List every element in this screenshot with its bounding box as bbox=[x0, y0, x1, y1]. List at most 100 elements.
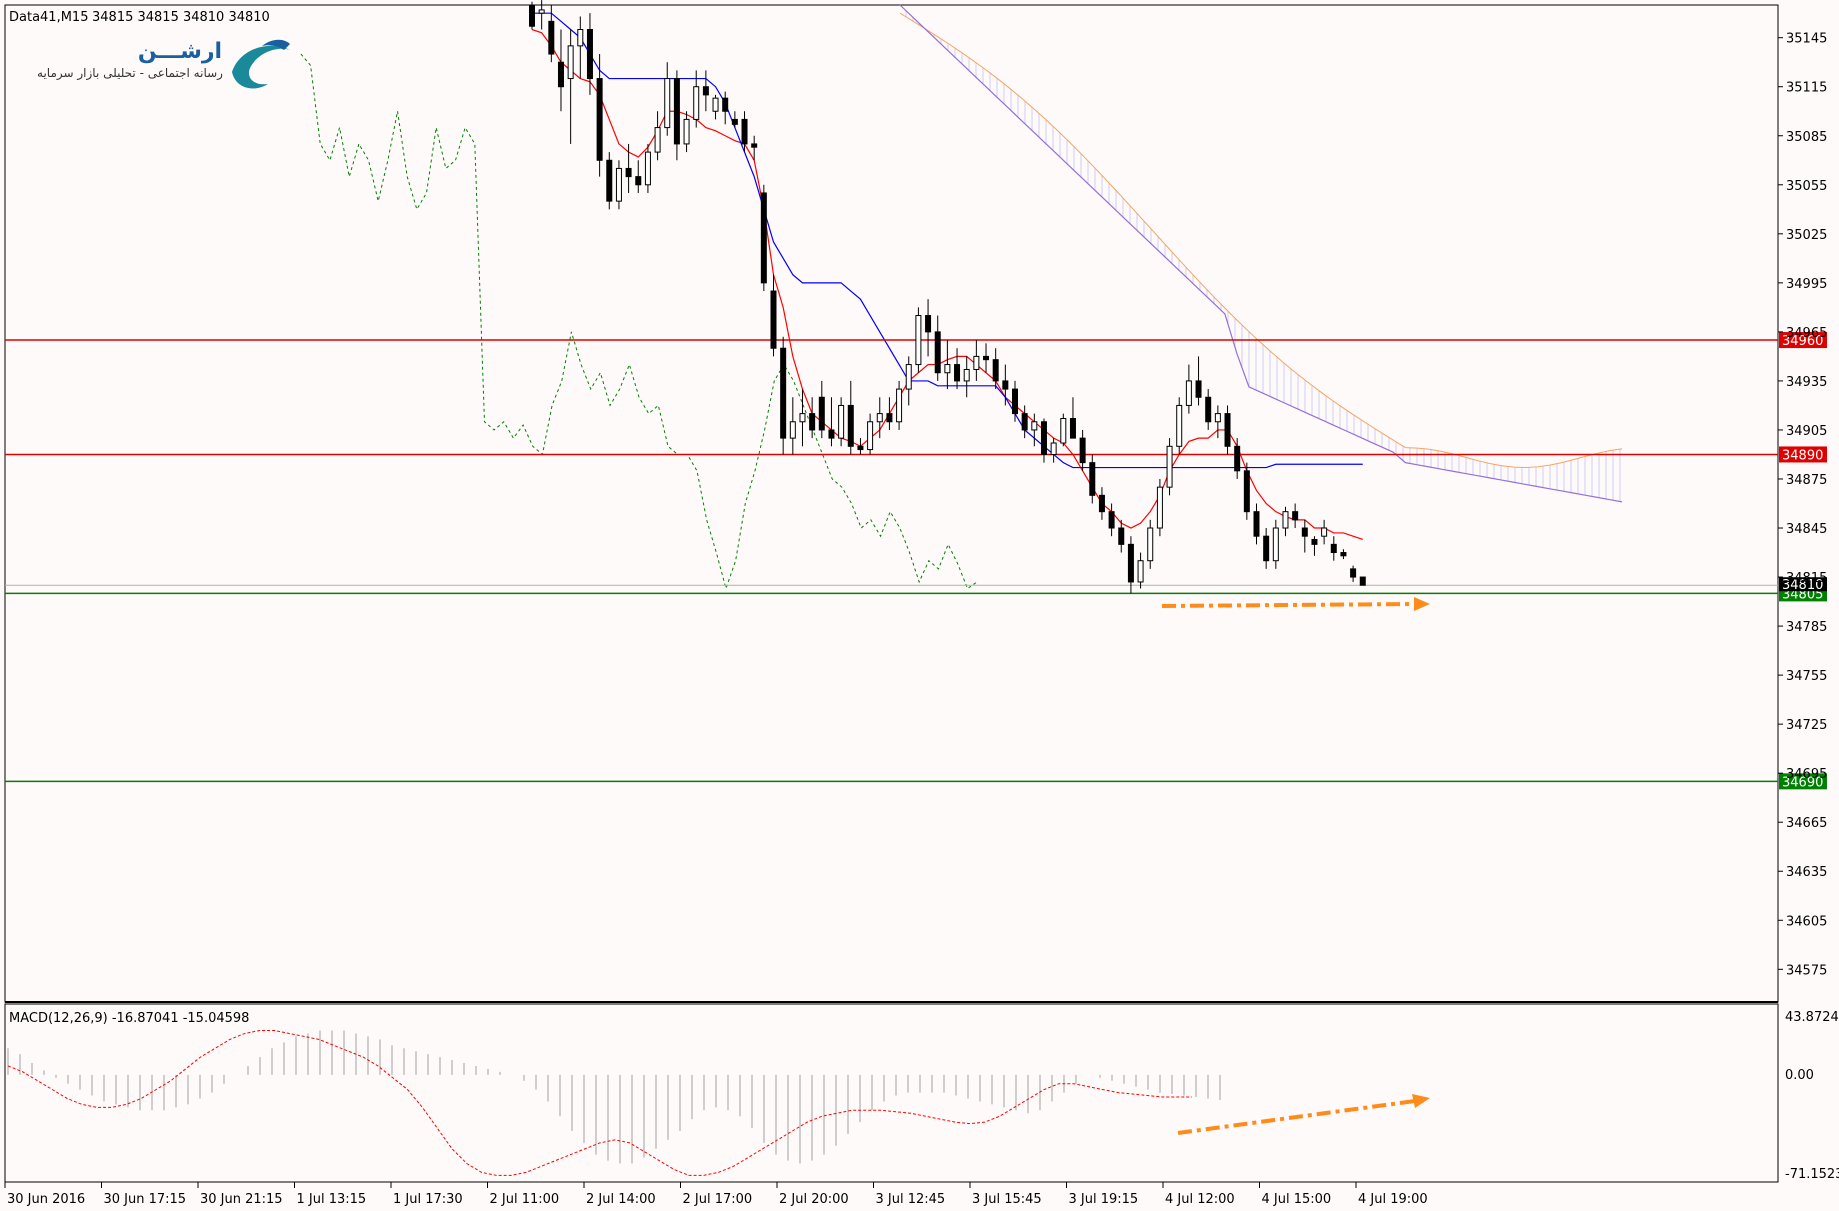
macd-pane[interactable] bbox=[4, 1003, 1779, 1183]
level-tag-text: 34890 bbox=[1782, 448, 1823, 463]
candle-bull bbox=[973, 355, 980, 370]
candle-bear bbox=[741, 118, 748, 145]
candle-bear bbox=[548, 20, 555, 55]
candle-bull bbox=[683, 118, 690, 145]
candle-bear bbox=[1118, 527, 1125, 545]
time-tick-label: 4 Jul 19:00 bbox=[1358, 1192, 1428, 1207]
macd-tick-min: -71.15236 bbox=[1785, 1167, 1839, 1182]
candle-bear bbox=[731, 118, 738, 125]
candle-bear bbox=[886, 413, 893, 423]
candle-bear bbox=[596, 78, 603, 161]
ohlc-readout: 34815 34815 34810 34810 bbox=[92, 10, 270, 25]
price-tick-label: 35145 bbox=[1786, 32, 1827, 47]
ichimoku-cloud bbox=[899, 4, 1623, 503]
candle-bull bbox=[567, 45, 574, 80]
candlesticks bbox=[529, 0, 1366, 594]
candle-bear bbox=[1301, 527, 1308, 537]
candle-bear bbox=[1243, 470, 1250, 513]
candle-bear bbox=[760, 192, 767, 284]
price-tick-label: 34605 bbox=[1786, 914, 1827, 929]
candle-bull bbox=[1185, 380, 1192, 406]
candle-bear bbox=[847, 404, 854, 447]
candle-bear bbox=[992, 359, 999, 382]
price-tick-label: 34665 bbox=[1786, 816, 1827, 831]
main-pane[interactable] bbox=[4, 4, 1779, 1003]
time-tick-label: 1 Jul 17:30 bbox=[393, 1192, 463, 1207]
candle-bear bbox=[1330, 543, 1337, 554]
candle-bear bbox=[751, 143, 758, 148]
candle-bear bbox=[1079, 437, 1086, 464]
macd-divergence-arrow bbox=[1177, 1094, 1430, 1135]
candle-bull bbox=[712, 97, 719, 112]
level-tag-text: 34690 bbox=[1782, 775, 1823, 790]
price-tick-label: 34635 bbox=[1786, 865, 1827, 880]
candle-bear bbox=[983, 355, 990, 361]
logo-name: ارشـــن bbox=[138, 39, 222, 64]
candle-bull bbox=[915, 315, 922, 366]
price-axis: 35145 35115 35085 35055 35025 34995 34965 34935… bbox=[1778, 32, 1827, 978]
candle-bull bbox=[654, 127, 661, 153]
price-tick-label: 35025 bbox=[1786, 228, 1827, 243]
candle-bull bbox=[1050, 442, 1057, 455]
candle-bull bbox=[1156, 486, 1163, 529]
candle-bear bbox=[1195, 380, 1202, 398]
price-tick-label: 34785 bbox=[1786, 620, 1827, 635]
candle-bear bbox=[1224, 413, 1231, 447]
candle-bull bbox=[615, 167, 622, 202]
candle-bull bbox=[1031, 421, 1038, 431]
candle-bull bbox=[896, 388, 903, 423]
candle-bear bbox=[529, 4, 535, 27]
candle-bear bbox=[1263, 535, 1270, 562]
candle-bear bbox=[1012, 388, 1018, 415]
candle-bear bbox=[1340, 552, 1347, 557]
candle-bear bbox=[606, 159, 613, 202]
price-tick-label: 34995 bbox=[1786, 277, 1827, 292]
price-tick-label: 35085 bbox=[1786, 130, 1827, 145]
logo-tagline: رسانه اجتماعی - تحلیلی بازار سرمایه bbox=[37, 66, 223, 81]
macd-signal-line bbox=[7, 1029, 1192, 1176]
price-tick-label: 34875 bbox=[1786, 473, 1827, 488]
candle-bull bbox=[1147, 527, 1154, 562]
candle-bull bbox=[577, 29, 584, 47]
time-tick-label: 30 Jun 17:15 bbox=[104, 1192, 187, 1207]
candle-bear bbox=[586, 29, 593, 80]
price-tick-label: 34695 bbox=[1786, 767, 1827, 782]
candle-bull bbox=[905, 364, 912, 390]
price-tick-label: 34575 bbox=[1786, 963, 1827, 978]
time-tick-label: 2 Jul 14:00 bbox=[586, 1192, 656, 1207]
candle-bull bbox=[838, 404, 845, 439]
candle-bull bbox=[876, 413, 883, 423]
candle-bull bbox=[1272, 527, 1279, 562]
time-tick-label: 30 Jun 2016 bbox=[7, 1192, 85, 1207]
level-tag-text: 34960 bbox=[1782, 334, 1823, 349]
candle-bear bbox=[635, 176, 642, 186]
candle-bear bbox=[1253, 511, 1260, 537]
candle-bear bbox=[1108, 511, 1115, 529]
candle-bear bbox=[1002, 380, 1009, 390]
time-tick-label: 2 Jul 17:00 bbox=[683, 1192, 753, 1207]
candle-bear bbox=[702, 86, 709, 96]
senkou-span-a bbox=[899, 12, 1623, 469]
price-tick-label: 34845 bbox=[1786, 522, 1827, 537]
candle-bull bbox=[799, 413, 806, 423]
candle-bull bbox=[1282, 511, 1289, 529]
chikou-span-line bbox=[300, 53, 978, 591]
candle-bear bbox=[1234, 445, 1241, 472]
last-price-tag-text: 34810 bbox=[1782, 578, 1823, 593]
candle-bull bbox=[789, 421, 796, 439]
candle-bull bbox=[963, 368, 970, 382]
candle-bear bbox=[1311, 538, 1318, 545]
price-tick-label: 34755 bbox=[1786, 669, 1827, 684]
time-axis: 30 Jun 2016 30 Jun 17:15 30 Jun 21:15 1 Jul… bbox=[4, 1182, 1428, 1207]
level-tag-34690 bbox=[1779, 773, 1827, 790]
price-tick-label: 34965 bbox=[1786, 326, 1827, 341]
macd-label: MACD(12,26,9) -16.87041 -15.04598 bbox=[9, 1011, 249, 1026]
time-tick-label: 3 Jul 15:45 bbox=[972, 1192, 1042, 1207]
candle-bear bbox=[828, 429, 835, 439]
candle-bear bbox=[1089, 462, 1096, 496]
logo-swoosh-icon bbox=[232, 45, 290, 89]
time-tick-label: 3 Jul 19:15 bbox=[1069, 1192, 1139, 1207]
candle-bear bbox=[1359, 576, 1366, 586]
